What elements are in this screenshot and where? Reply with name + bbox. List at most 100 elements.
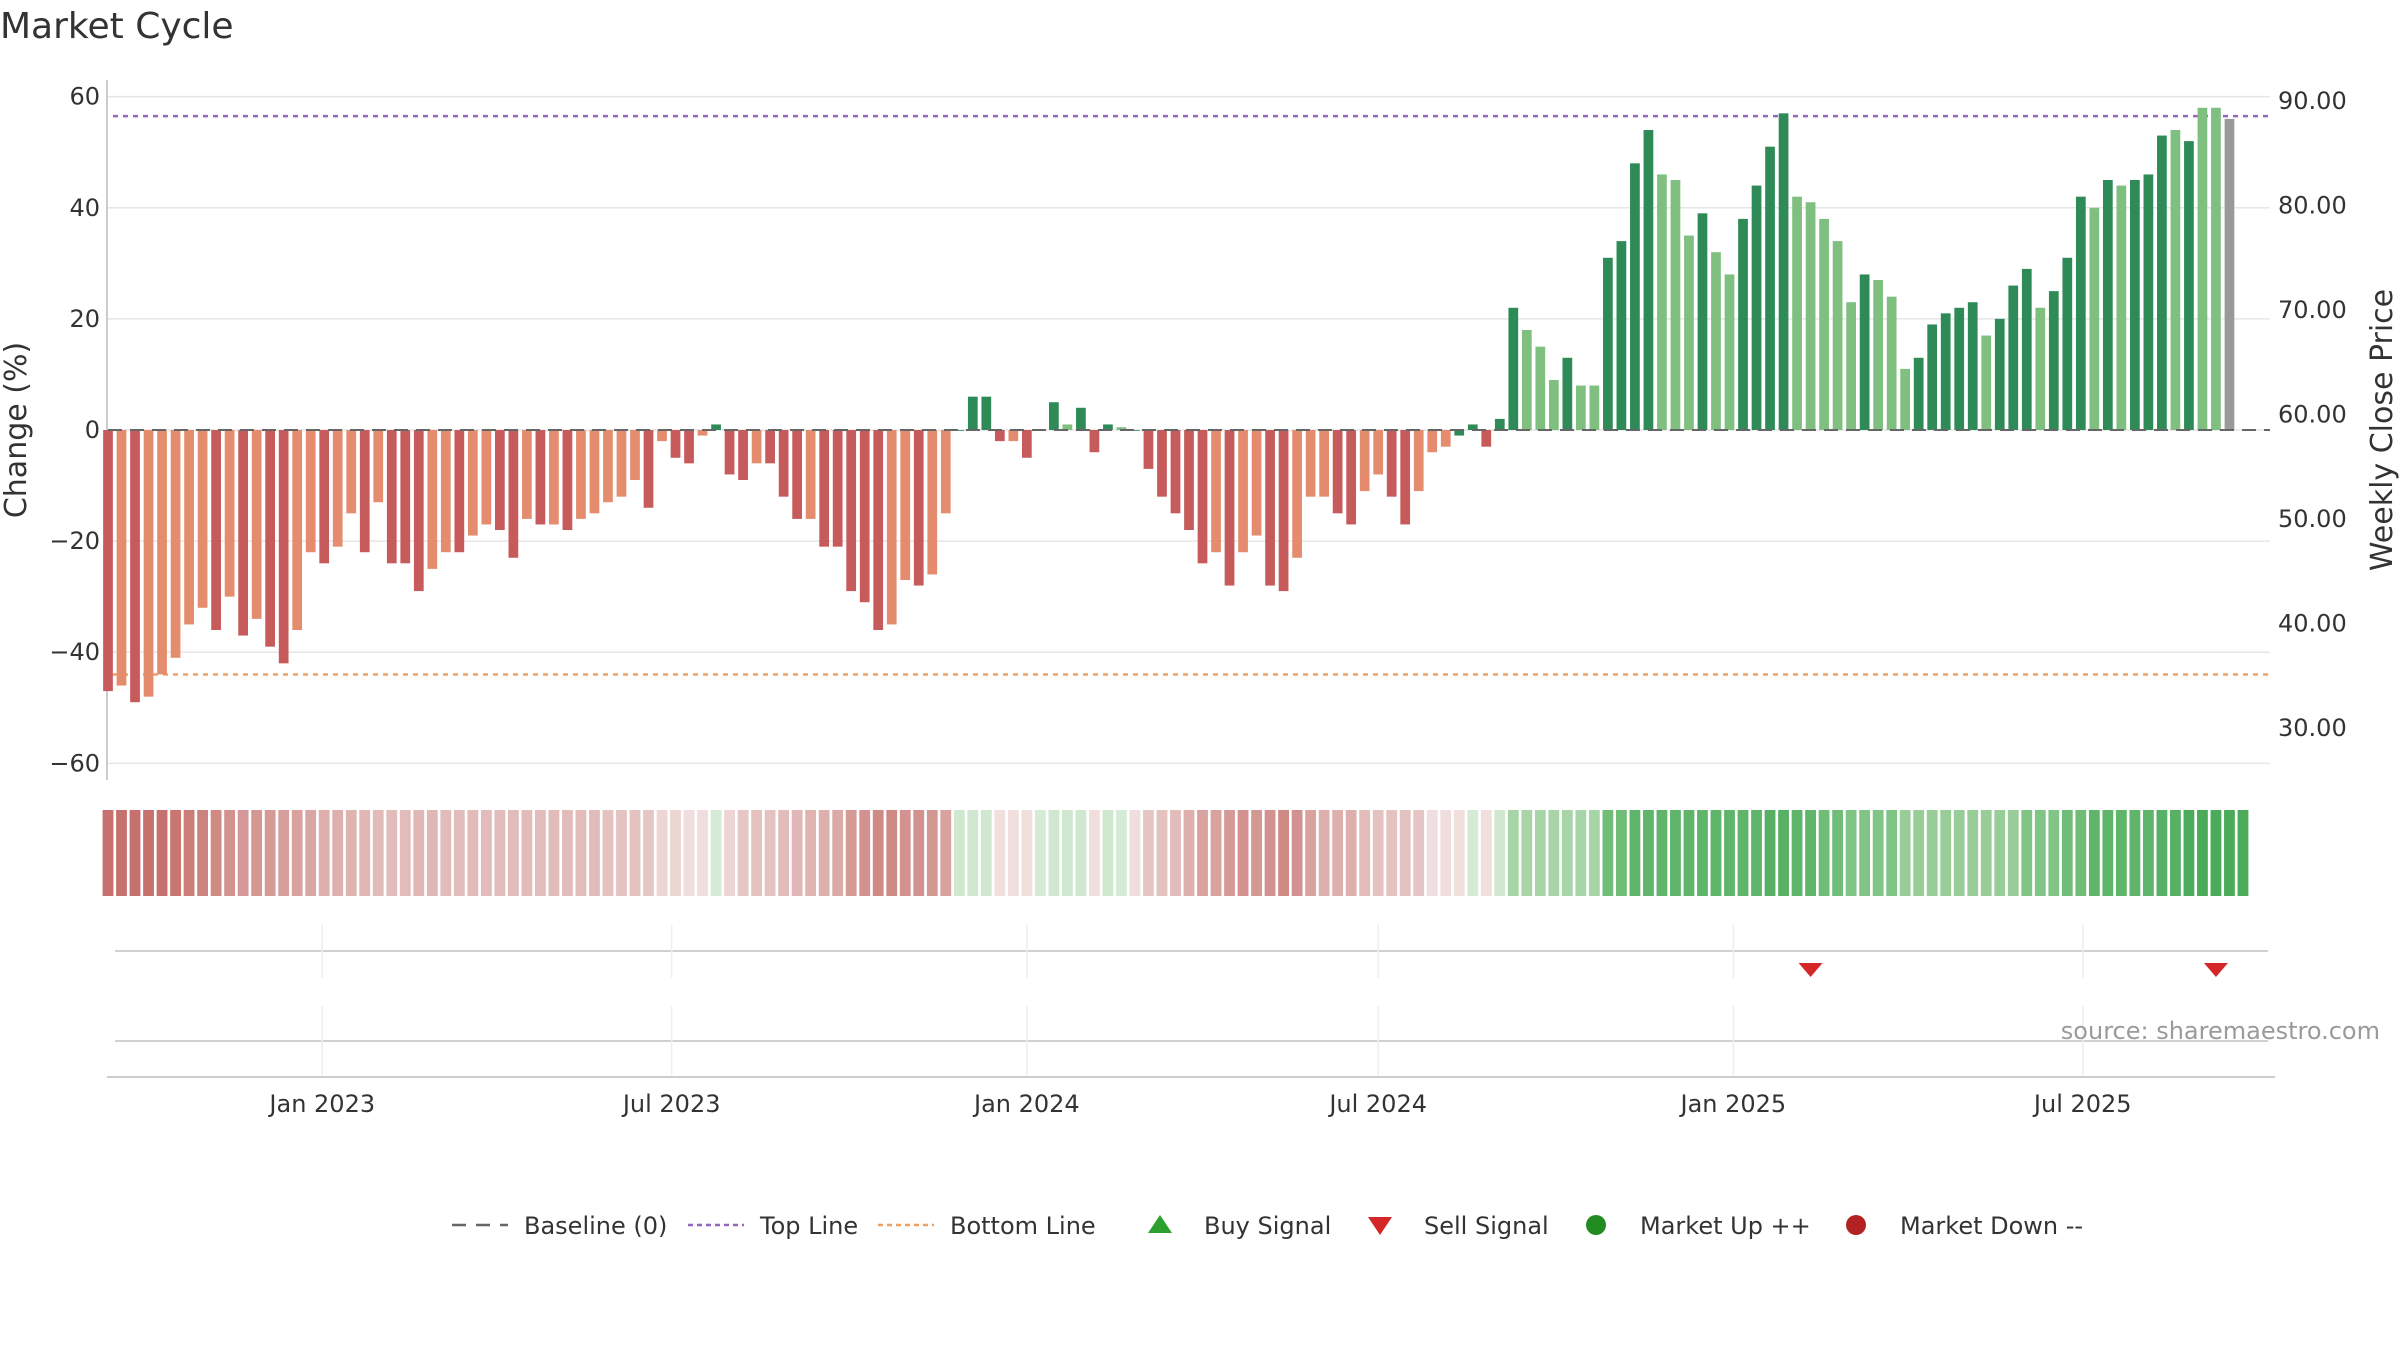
change-bar — [684, 430, 694, 464]
change-bar — [400, 430, 411, 564]
market-strip-cell — [318, 810, 330, 896]
left-tick-label: −20 — [49, 527, 100, 555]
change-bar — [1292, 430, 1302, 558]
change-bar — [778, 430, 789, 497]
change-bar — [657, 430, 667, 442]
market-strip-cell — [953, 810, 965, 896]
change-bar — [2089, 207, 2100, 430]
market-strip-cell — [1089, 810, 1100, 896]
market-strip-cell — [1575, 810, 1587, 896]
market-strip-cell — [1359, 810, 1371, 896]
market-strip-cell — [129, 810, 141, 896]
market-strip-cell — [1832, 810, 1844, 896]
right-tick-label: 60.00 — [2278, 400, 2347, 428]
market-strip-cell — [1751, 810, 1762, 896]
change-bar — [373, 430, 384, 503]
market-strip-cell — [1818, 810, 1830, 896]
market-strip-cell — [764, 810, 776, 896]
change-bar — [1521, 330, 1532, 430]
change-bar — [1994, 318, 2005, 430]
legend-item: Market Down -- — [1846, 1212, 2083, 1240]
market-strip-cell — [1143, 810, 1154, 896]
market-strip-cell — [670, 810, 681, 896]
market-strip-cell — [1453, 810, 1465, 896]
market-strip-cell — [143, 810, 154, 896]
change-bar — [913, 430, 924, 586]
market-strip-cell — [116, 810, 127, 896]
change-bar — [873, 430, 884, 630]
change-bar — [238, 430, 248, 636]
market-strip-cell — [913, 810, 925, 896]
change-bar — [332, 430, 343, 547]
change-bar — [1548, 380, 1559, 430]
change-bar — [2143, 174, 2154, 430]
market-strip-cell — [1102, 810, 1114, 896]
market-strip-cell — [332, 810, 344, 896]
market-strip-cell — [994, 810, 1006, 896]
market-strip-cell — [183, 810, 195, 896]
change-bar — [1981, 335, 1992, 430]
market-strip-cell — [1859, 810, 1871, 896]
change-bar — [1697, 213, 1708, 430]
change-bar — [1278, 430, 1289, 592]
change-bar — [440, 430, 451, 553]
market-strip-cell — [1643, 810, 1654, 896]
market-strip-cell — [616, 810, 627, 896]
x-tick-label: Jan 2024 — [972, 1090, 1080, 1118]
x-tick-label: Jan 2023 — [267, 1090, 375, 1118]
market-strip-cell — [886, 810, 898, 896]
change-bar — [1400, 430, 1411, 525]
market-strip-cell — [1116, 810, 1127, 896]
market-strip-cell — [467, 810, 479, 896]
market-strip-cell — [494, 810, 506, 896]
market-strip-cell — [534, 810, 546, 896]
market-strip-cell — [1994, 810, 2006, 896]
market-strip-cell — [602, 810, 614, 896]
market-strip-cell — [1737, 810, 1749, 896]
market-strip-cell — [2183, 810, 2195, 896]
market-strip-cell — [1251, 810, 1262, 896]
change-bar — [292, 430, 303, 630]
market-strip-cell — [1710, 810, 1722, 896]
legend-label: Market Down -- — [1900, 1212, 2083, 1240]
market-strip-cell — [372, 810, 384, 896]
market-strip-cell — [724, 810, 735, 896]
change-bar — [927, 430, 938, 575]
change-bar — [846, 430, 857, 592]
change-bar — [1427, 430, 1438, 453]
change-bar — [211, 430, 221, 630]
market-strip-cell — [1413, 810, 1425, 896]
market-strip-cell — [1697, 810, 1708, 896]
change-bar — [792, 430, 803, 519]
market-strip-cell — [629, 810, 641, 896]
market-strip-cell — [480, 810, 492, 896]
change-bar — [454, 430, 465, 553]
market-strip-cell — [683, 810, 695, 896]
market-strip-cell — [210, 810, 222, 896]
change-bar — [1224, 430, 1235, 586]
market-strip-cell — [1345, 810, 1357, 896]
change-bar — [1927, 324, 1938, 430]
signal-panel — [107, 950, 2275, 1078]
market-strip-cell — [1048, 810, 1060, 896]
market-strip-cell — [1670, 810, 1681, 896]
change-bar — [711, 424, 721, 430]
market-strip-cell — [2115, 810, 2127, 896]
left-tick-label: −60 — [49, 749, 100, 777]
market-strip-cell — [1156, 810, 1168, 896]
change-bar — [819, 430, 830, 547]
change-bar — [1494, 418, 1505, 430]
x-tick-label: Jul 2023 — [621, 1090, 721, 1118]
market-strip-cell — [507, 810, 519, 896]
change-bar — [184, 430, 194, 625]
right-tick-label: 30.00 — [2278, 714, 2347, 742]
change-bar — [1832, 241, 1843, 430]
market-strip-cell — [2170, 810, 2181, 896]
market-strip-cell — [1291, 810, 1303, 896]
change-bar — [1670, 180, 1681, 430]
change-bar — [1346, 430, 1357, 525]
change-bar — [2008, 285, 2019, 430]
change-bar — [522, 430, 532, 519]
change-bar — [1143, 430, 1154, 469]
